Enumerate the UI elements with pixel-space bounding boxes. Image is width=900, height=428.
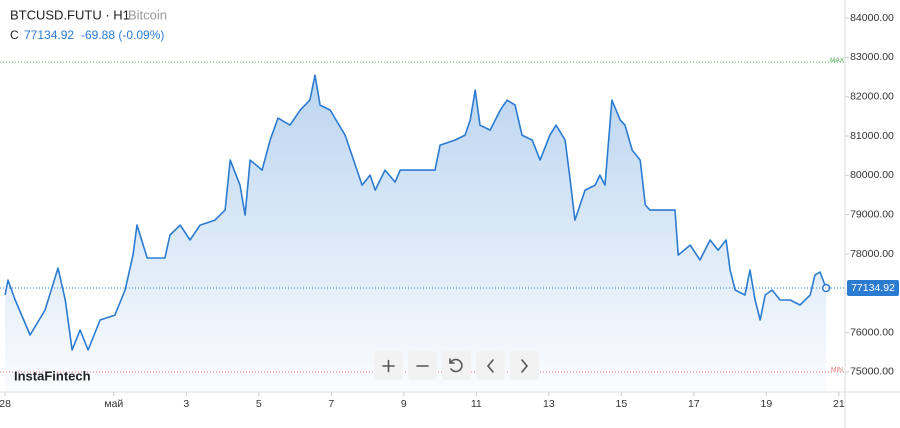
watermark: InstaFintech (14, 368, 91, 383)
zoom-in-button[interactable] (374, 351, 403, 380)
x-tick-label: 19 (760, 398, 772, 410)
y-tick-label: 78000.00 (850, 248, 894, 260)
last-price: 77134.92 (24, 28, 74, 42)
x-tick-label: 3 (183, 398, 189, 410)
price-line (4, 74, 827, 351)
price-label: C (10, 28, 19, 42)
x-tick-label: 7 (328, 398, 334, 410)
scroll-right-button[interactable] (510, 351, 539, 380)
zoom-out-button[interactable] (408, 351, 437, 380)
last-price-tag: 77134.92 (851, 282, 895, 294)
scroll-left-button[interactable] (476, 351, 505, 380)
reset-button[interactable] (442, 351, 471, 380)
reference-label: MAX (830, 57, 845, 64)
plot-area (0, 61, 845, 392)
y-tick-label: 76000.00 (850, 326, 894, 338)
x-tick-label: 11 (471, 398, 482, 410)
x-tick-label: май (104, 398, 123, 410)
x-tick-label: 5 (256, 398, 262, 410)
chart-title: BTCUSD.FUTU · H1 (10, 7, 130, 22)
y-tick-label: 83000.00 (850, 51, 894, 63)
x-tick-label: 9 (401, 398, 407, 410)
x-tick-label: 28 (0, 398, 11, 410)
x-tick-label: 17 (688, 398, 700, 410)
y-tick-label: 81000.00 (850, 130, 894, 142)
price-change: -69.88 (-0.09%) (81, 28, 164, 42)
subtitle: Bitcoin (128, 7, 167, 22)
toolbar (374, 351, 539, 380)
y-tick-label: 82000.00 (850, 91, 894, 103)
y-tick-label: 80000.00 (850, 169, 894, 181)
y-tick-label: 84000.00 (850, 12, 894, 24)
y-tick-label: 75000.00 (850, 366, 894, 378)
area (5, 75, 827, 392)
y-tick-label: 79000.00 (850, 208, 894, 220)
reference-label: MIN (831, 367, 843, 374)
last-price-box (847, 280, 899, 297)
x-tick-label: 13 (543, 398, 555, 410)
x-tick-label: 15 (615, 398, 627, 410)
x-tick-label: 21 (833, 398, 845, 410)
